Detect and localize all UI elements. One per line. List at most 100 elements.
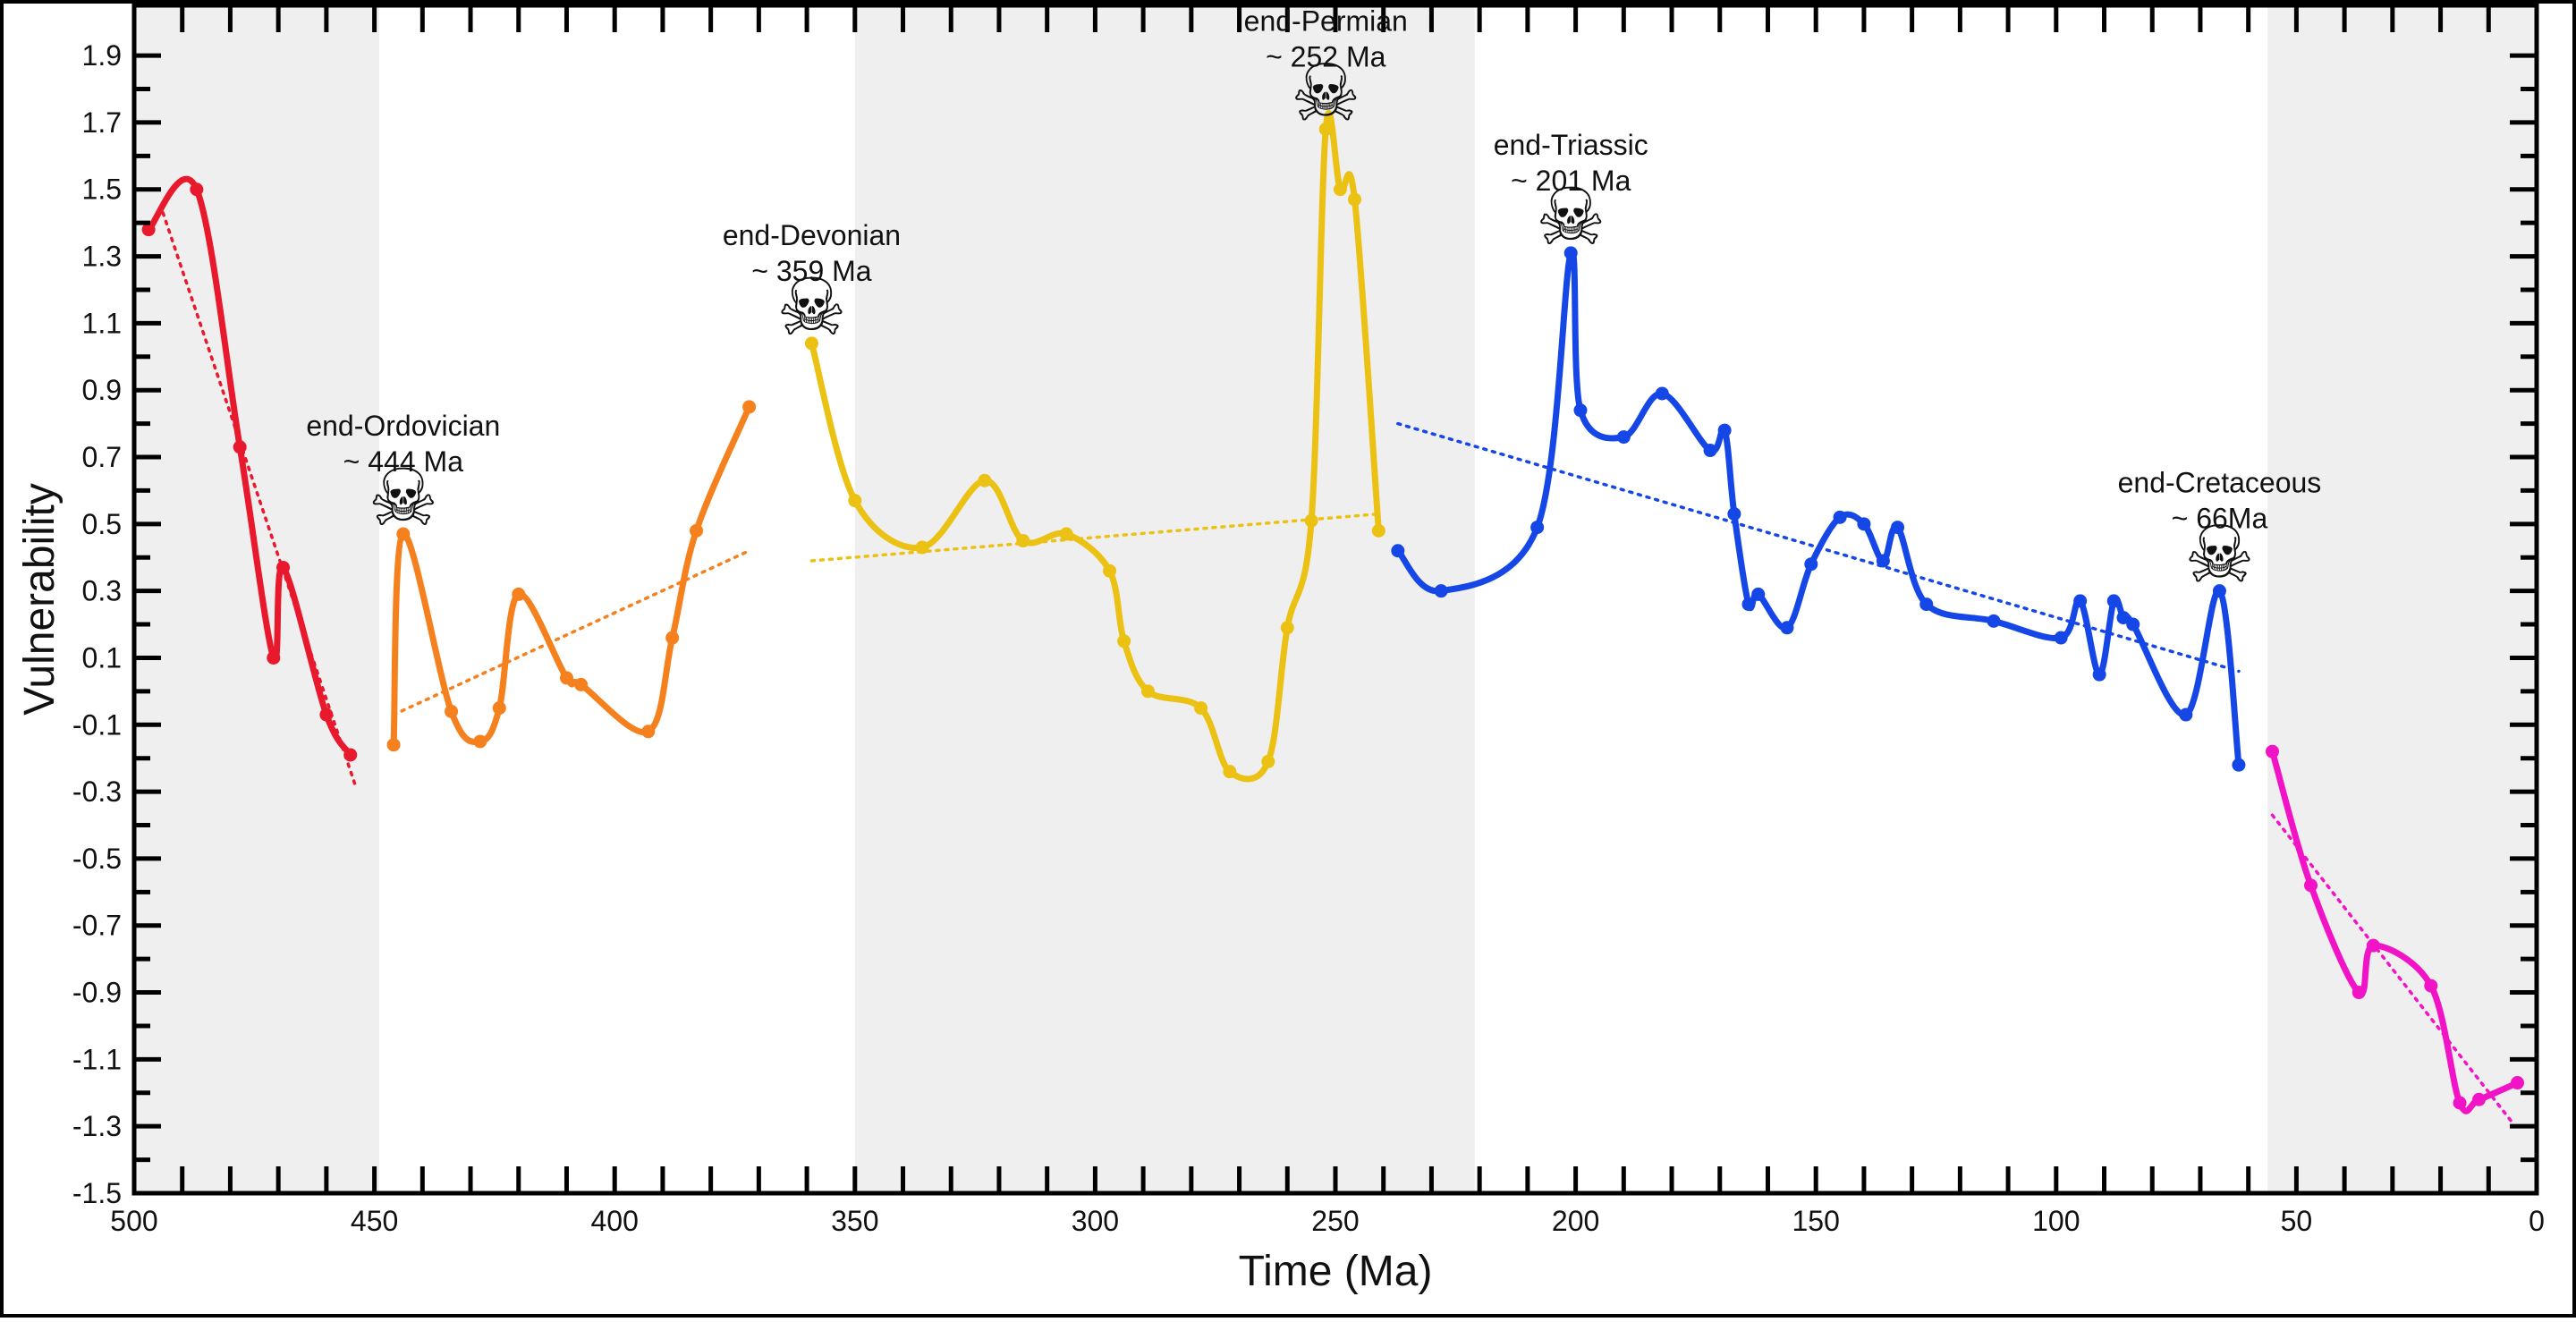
data-point [2179,708,2193,722]
data-point [141,223,156,237]
data-point [1371,523,1385,538]
y-tick-label: 1.5 [82,174,122,206]
data-point [1563,246,1578,260]
data-point [690,523,704,538]
data-point [445,704,459,718]
data-point [1573,403,1588,418]
y-tick-label: 0.3 [82,575,122,607]
data-point [1703,444,1717,458]
data-point [804,336,818,351]
y-tick-label: -1.1 [72,1043,122,1075]
x-tick-label: 0 [2529,1205,2545,1237]
skull-and-crossbones-icon: ☠ [368,452,438,544]
data-point [1059,527,1073,541]
data-point [641,725,656,739]
x-tick-label: 100 [2032,1205,2080,1237]
data-point [1857,517,1871,531]
data-point [1891,521,1905,535]
y-tick-label: 1.9 [82,39,122,72]
data-point [1876,554,1890,568]
data-point [1987,614,2001,628]
annotation-label: end-Cretaceous [2118,467,2322,499]
data-point [492,701,506,716]
data-point [1391,544,1405,558]
x-tick-label: 400 [591,1205,639,1237]
x-tick-label: 50 [2281,1205,2313,1237]
y-tick-label: 1.3 [82,241,122,273]
data-point [1741,597,1756,612]
data-point [2453,1096,2467,1110]
data-point [1194,701,1208,716]
shaded-bands [134,5,2537,1193]
data-point [1223,765,1237,779]
data-point [915,540,929,555]
skull-and-crossbones-icon: ☠ [1291,47,1361,139]
data-point [267,650,281,665]
data-point [2232,758,2246,772]
shaded-band [854,5,1475,1193]
x-tick-label: 500 [110,1205,157,1237]
extinction-annotations: ☠end-Ordovician~ 444 Ma☠end-Devonian~ 35… [306,4,2321,600]
skull-and-crossbones-icon: ☠ [776,261,847,353]
y-tick-label: 1.1 [82,307,122,339]
y-tick-label: -0.9 [72,977,122,1009]
series-line-3 [808,109,1382,783]
data-point [386,738,401,752]
annotation-label: end-Devonian [723,219,901,251]
data-point [2054,631,2068,645]
data-point [1833,510,1847,524]
y-axis-title: Vulnerability [16,483,64,716]
data-point [574,677,589,691]
data-point [233,440,247,454]
data-point [1280,621,1294,635]
x-tick-label: 150 [1792,1205,1840,1237]
data-point [2351,986,2366,1000]
data-point [2106,594,2121,608]
annotation-age: ~ 201 Ma [1511,165,1631,197]
data-point [1655,386,1669,401]
data-series [141,109,2525,1114]
data-point [742,400,757,414]
data-point [1727,507,1741,521]
data-point [1919,597,1934,612]
series-line-2 [390,403,753,749]
annotation-age: ~ 444 Ma [343,445,464,478]
x-tick-label: 200 [1552,1205,1599,1237]
data-point [1103,564,1117,578]
shaded-band [2267,5,2537,1193]
data-point [1318,122,1333,136]
x-tick-label: 250 [1311,1205,1359,1237]
trend-line-2 [392,549,751,716]
data-point [1016,534,1030,548]
y-tick-label: 0.7 [82,441,122,473]
data-point [396,527,411,541]
shaded-band [134,5,379,1193]
data-point [2266,744,2280,758]
data-point [1717,423,1732,437]
y-tick-label: -0.1 [72,708,122,741]
y-tick-label: -0.7 [72,910,122,942]
y-tick-label: -1.3 [72,1110,122,1142]
data-point [1261,754,1275,768]
data-point [276,560,291,574]
data-point [1304,513,1318,528]
y-tick-label: -1.5 [72,1177,122,1209]
annotation-label: end-Triassic [1494,129,1648,161]
data-point [512,587,526,601]
data-point [473,734,487,749]
data-point [2366,938,2380,953]
y-tick-label: 0.5 [82,508,122,540]
data-point [848,494,862,508]
data-point [1751,587,1766,601]
data-point [978,473,992,487]
data-point [319,708,334,722]
data-point [1140,684,1155,699]
annotation-age: ~ 66Ma [2172,503,2268,535]
data-point [1780,621,1794,635]
x-tick-label: 450 [351,1205,398,1237]
data-point [1333,182,1347,197]
data-point [2472,1092,2487,1106]
x-axis-title: Time (Ma) [1239,1248,1433,1295]
annotation-label: end-Ordovician [306,410,500,442]
skull-and-crossbones-icon: ☠ [1536,171,1606,263]
